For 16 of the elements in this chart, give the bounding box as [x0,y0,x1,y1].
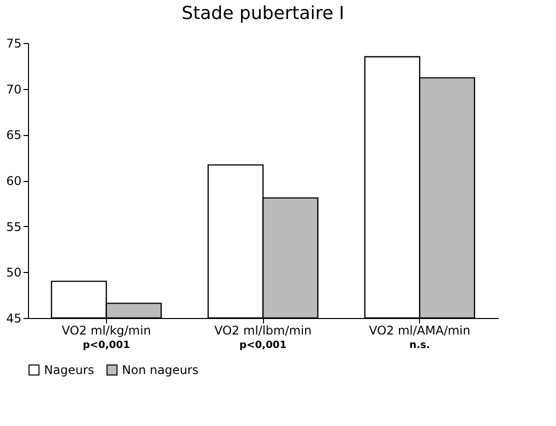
x-tick-label: VO2 ml/lbm/min [214,324,312,338]
legend-label: Non nageurs [122,363,198,377]
x-tick-label: VO2 ml/kg/min [62,324,151,338]
y-tick-label: 50 [6,266,22,280]
x-tick-label: VO2 ml/AMA/min [368,324,470,338]
chart-title: Stade pubertaire I [182,3,344,24]
y-tick-label: 75 [6,36,22,50]
y-tick-label: 55 [6,220,22,234]
y-tick-label: 65 [6,128,22,142]
y-tick-label: 60 [6,174,22,188]
text: p<0,001 [239,340,287,351]
y-tick-label: 70 [6,82,22,96]
y-tick-label: 45 [6,312,22,326]
legend-label: Nageurs [44,363,94,377]
text: n.s. [409,340,430,351]
text: p<0,001 [82,340,130,351]
